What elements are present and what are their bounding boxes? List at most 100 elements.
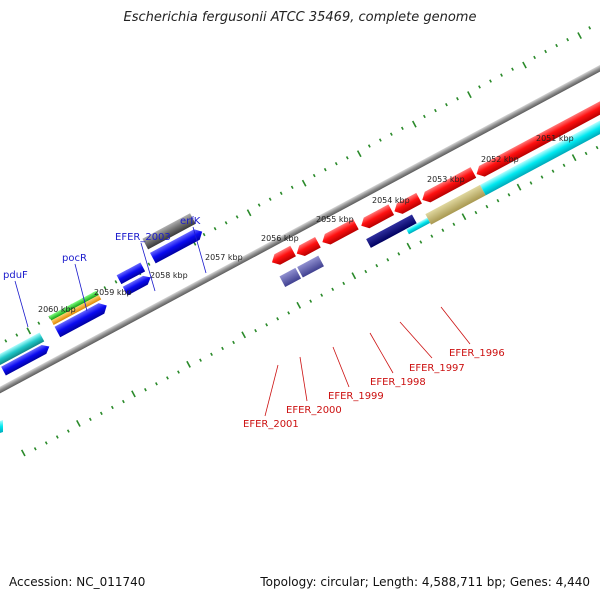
scale-tick	[131, 390, 136, 398]
scale-tick	[312, 173, 316, 178]
gene-fragment-left	[0, 420, 3, 433]
scale-label: 2058 kbp	[150, 271, 188, 280]
scale-tick	[265, 323, 269, 327]
gene-slate-a	[279, 267, 302, 288]
scale-tick	[210, 352, 213, 356]
scale-tick	[389, 132, 393, 136]
scale-tick	[320, 293, 324, 297]
scale-tick	[202, 232, 206, 237]
gene-EFER_1996	[422, 167, 477, 203]
gene-EFER_1997	[394, 192, 422, 214]
scale-tick	[461, 213, 467, 221]
scale-tick	[55, 435, 59, 439]
features-upper	[0, 213, 203, 376]
gene-label-EFER_2003: EFER_2003	[115, 232, 171, 243]
leader-EFER_1999	[332, 346, 350, 388]
scale-tick	[411, 120, 417, 128]
scale-label: 2059 kbp	[94, 288, 132, 297]
scale-label: 2055 kbp	[316, 215, 354, 224]
scale-tick	[577, 32, 582, 40]
scale-tick	[485, 204, 489, 209]
scale-tick	[37, 321, 41, 325]
scale-tick	[121, 399, 125, 404]
gene-navy	[366, 214, 417, 248]
scale-tick	[423, 114, 426, 119]
scale-tick	[246, 209, 252, 217]
scale-tick	[489, 79, 492, 83]
gene-label-EFER_2001: EFER_2001	[243, 419, 299, 430]
gene-khaki	[425, 184, 486, 225]
scale-tick	[507, 193, 511, 197]
gene-EFER_2003-b	[122, 275, 151, 296]
scale-tick	[540, 175, 544, 179]
scale-label: 2051 kbp	[536, 134, 574, 143]
gene-EFER_2001	[271, 245, 296, 265]
scale-tick	[375, 263, 379, 268]
scale-tick	[257, 203, 261, 207]
scale-tick	[419, 240, 423, 244]
gene-erfK-blue	[149, 229, 203, 264]
gene-labels-upper: erfK EFER_2003 pocR pduF	[3, 216, 207, 328]
genome-backbone	[0, 56, 600, 403]
scale-tick	[456, 97, 459, 101]
scale-tick	[177, 370, 180, 374]
scale-tick	[276, 317, 280, 321]
scale-tick	[213, 227, 217, 231]
scale-ticks-lower	[20, 145, 599, 457]
scale-tick	[500, 73, 503, 77]
gene-slate-b	[297, 255, 324, 278]
genome-summary-text: Topology: circular; Length: 4,588,711 bp…	[260, 575, 590, 589]
gene-label-pocR: pocR	[62, 253, 87, 264]
scale-tick	[595, 145, 599, 150]
scale-label: 2052 kbp	[481, 155, 519, 164]
scale-tick	[378, 138, 382, 142]
scale-tick	[199, 358, 202, 362]
leader-EFER_1998	[369, 332, 394, 374]
scale-tick	[434, 108, 437, 113]
gene-label-pduF: pduF	[3, 270, 28, 281]
gene-pduF-blue	[1, 344, 50, 376]
leader-EFER_1997	[399, 321, 433, 359]
scale-tick	[144, 388, 147, 392]
gene-cyan-small	[406, 217, 431, 235]
scale-tick	[334, 162, 338, 166]
scale-tick	[516, 183, 522, 191]
scale-tick	[397, 252, 401, 256]
scale-tick	[254, 328, 258, 333]
scale-tick	[186, 360, 191, 368]
scale-label: 2060 kbp	[38, 305, 76, 314]
scale-tick	[522, 61, 527, 69]
scale-tick	[351, 272, 357, 280]
scale-tick	[44, 441, 48, 445]
scale-label: 2054 kbp	[372, 196, 410, 205]
scale-tick	[496, 199, 500, 203]
scale-tick	[301, 179, 307, 187]
gene-label-EFER_2000: EFER_2000	[286, 405, 342, 416]
gene-label-erfK: erfK	[180, 216, 201, 227]
scale-tick	[26, 327, 32, 335]
scale-tick	[66, 429, 70, 433]
scale-tick	[478, 85, 481, 89]
scale-tick	[544, 49, 548, 54]
leader-pduF	[14, 280, 29, 328]
scale-tick	[452, 222, 456, 227]
scale-tick	[88, 417, 92, 421]
scale-tick	[445, 102, 448, 107]
leader-pocR	[74, 263, 88, 312]
gene-pduF-teal	[0, 332, 45, 365]
scale-tick	[287, 311, 291, 315]
scale-tick	[584, 151, 588, 156]
scale-tick	[367, 144, 371, 148]
scale-tick	[364, 269, 368, 274]
gene-EFER_1999	[322, 218, 359, 245]
scale-tick	[147, 262, 151, 266]
gene-label-EFER_1997: EFER_1997	[409, 363, 465, 374]
scale-tick	[571, 154, 577, 162]
scale-tick	[386, 258, 390, 262]
scale-tick	[441, 228, 445, 232]
leader-EFER_1996	[440, 306, 471, 345]
gene-labels-lower: EFER_1996 EFER_1997 EFER_1998 EFER_1999 …	[243, 306, 505, 430]
scale-tick	[241, 331, 247, 339]
scale-tick	[268, 197, 272, 201]
